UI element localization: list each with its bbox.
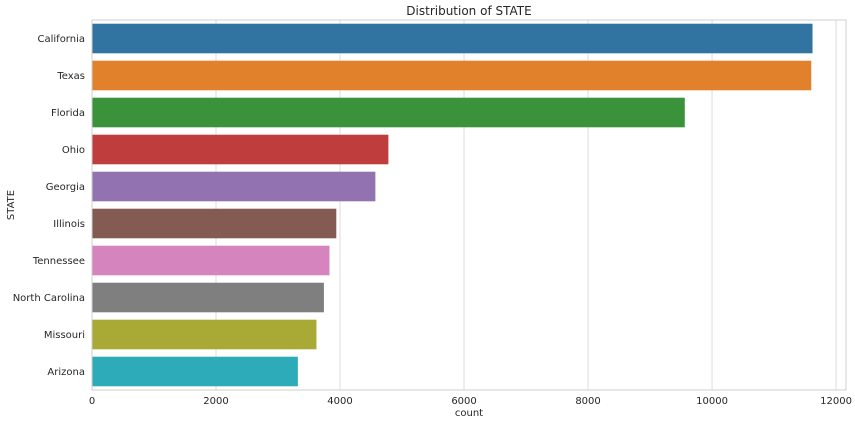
x-tick-label: 12000 bbox=[820, 396, 852, 407]
y-tick-label: Missouri bbox=[44, 330, 85, 341]
y-tick-label: Illinois bbox=[53, 219, 85, 230]
bar-missouri bbox=[92, 319, 317, 350]
chart-title: Distribution of STATE bbox=[406, 4, 531, 18]
bar-florida bbox=[92, 97, 685, 128]
y-tick-label: Arizona bbox=[47, 367, 85, 378]
y-axis-ticks: California Texas Florida Ohio Georgia Illinoi… bbox=[13, 34, 85, 378]
x-tick-label: 8000 bbox=[575, 396, 600, 407]
plot-frame bbox=[91, 19, 847, 391]
bar-texas bbox=[92, 60, 812, 91]
x-tick-label: 10000 bbox=[696, 396, 728, 407]
x-tick-label: 2000 bbox=[203, 396, 228, 407]
bar-georgia bbox=[92, 171, 376, 202]
bar-arizona bbox=[92, 356, 298, 387]
y-axis-label: STATE bbox=[6, 190, 17, 220]
x-tick-label: 4000 bbox=[327, 396, 352, 407]
bar-north-carolina bbox=[92, 282, 324, 313]
y-tick-label: North Carolina bbox=[13, 293, 85, 304]
y-tick-label: Georgia bbox=[46, 182, 85, 193]
y-tick-label: California bbox=[38, 34, 86, 45]
x-axis-label: count bbox=[455, 408, 483, 419]
y-tick-label: Tennessee bbox=[32, 256, 85, 267]
x-tick-label: 6000 bbox=[451, 396, 476, 407]
bar-ohio bbox=[92, 134, 389, 165]
y-tick-label: Texas bbox=[56, 71, 85, 82]
bar-illinois bbox=[92, 208, 337, 239]
x-axis-ticks: 0 2000 4000 6000 8000 10000 12000 bbox=[89, 396, 852, 407]
y-tick-label: Ohio bbox=[62, 145, 85, 156]
x-tick-label: 0 bbox=[89, 396, 95, 407]
bar-california bbox=[92, 23, 813, 54]
bar-tennessee bbox=[92, 245, 330, 276]
bars bbox=[92, 23, 813, 387]
y-tick-label: Florida bbox=[51, 108, 85, 119]
